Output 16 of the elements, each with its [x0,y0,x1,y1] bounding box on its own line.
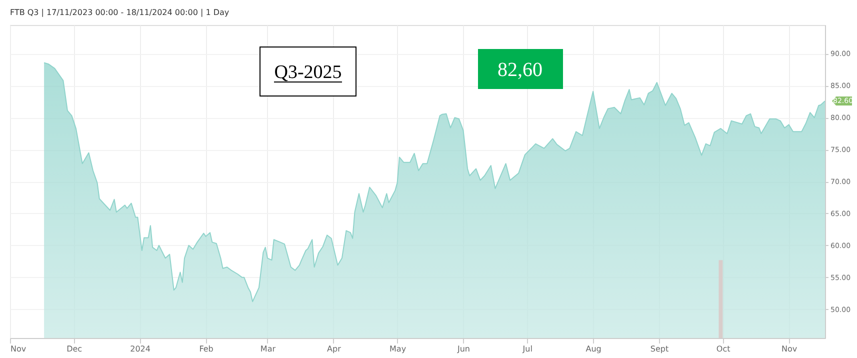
x-tick-label: Nov [10,344,26,354]
x-tick-label: Jul [522,344,532,354]
chart-title: FTB Q3 | 17/11/2023 00:00 - 18/11/2024 00:00 | 1 Day [10,8,230,17]
annotation: Q3-2025 [274,62,342,83]
x-tick-label: 2024 [130,344,150,354]
x-tick-label: Dec [66,344,82,354]
x-tick-label: Sept [650,344,669,354]
x-tick-label: Jun [456,344,470,354]
x-tick-label: May [390,344,406,354]
annotation: 82,60 [498,59,542,81]
x-tick-label: Apr [327,344,342,354]
x-tick-label: Oct [716,344,730,354]
x-tick-label: Nov [782,344,798,354]
x-tick-label: Feb [199,344,214,354]
x-tick-label: Aug [586,344,602,354]
x-tick-label: Mar [260,344,276,354]
